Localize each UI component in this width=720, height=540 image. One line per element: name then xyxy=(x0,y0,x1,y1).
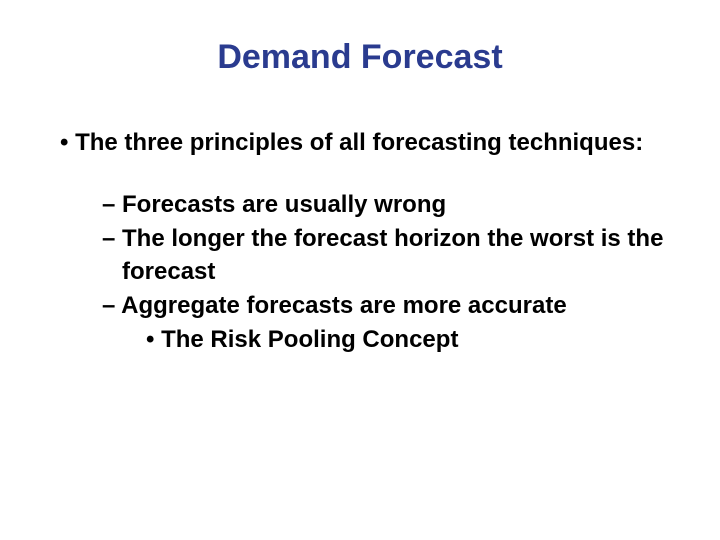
bullet-l1-text: The three principles of all forecasting … xyxy=(75,129,643,156)
bullet-level3-item: The Risk Pooling Concept xyxy=(146,323,680,357)
bullet-l2-text-2: Aggregate forecasts are more accurate xyxy=(121,292,567,319)
bullet-level2-item: Aggregate forecasts are more accurate xyxy=(102,289,680,323)
slide-title: Demand Forecast xyxy=(40,38,680,77)
bullet-level2-item: The longer the forecast horizon the wors… xyxy=(102,222,680,289)
bullet-level1: The three principles of all forecasting … xyxy=(60,127,680,158)
bullet-l3-text: The Risk Pooling Concept xyxy=(161,326,458,353)
bullet-l2-text-1: The longer the forecast horizon the wors… xyxy=(122,225,663,286)
slide-container: Demand Forecast The three principles of … xyxy=(0,0,720,540)
bullet-l2-text-0: Forecasts are usually wrong xyxy=(122,191,446,218)
bullet-level2-item: Forecasts are usually wrong xyxy=(102,188,680,222)
